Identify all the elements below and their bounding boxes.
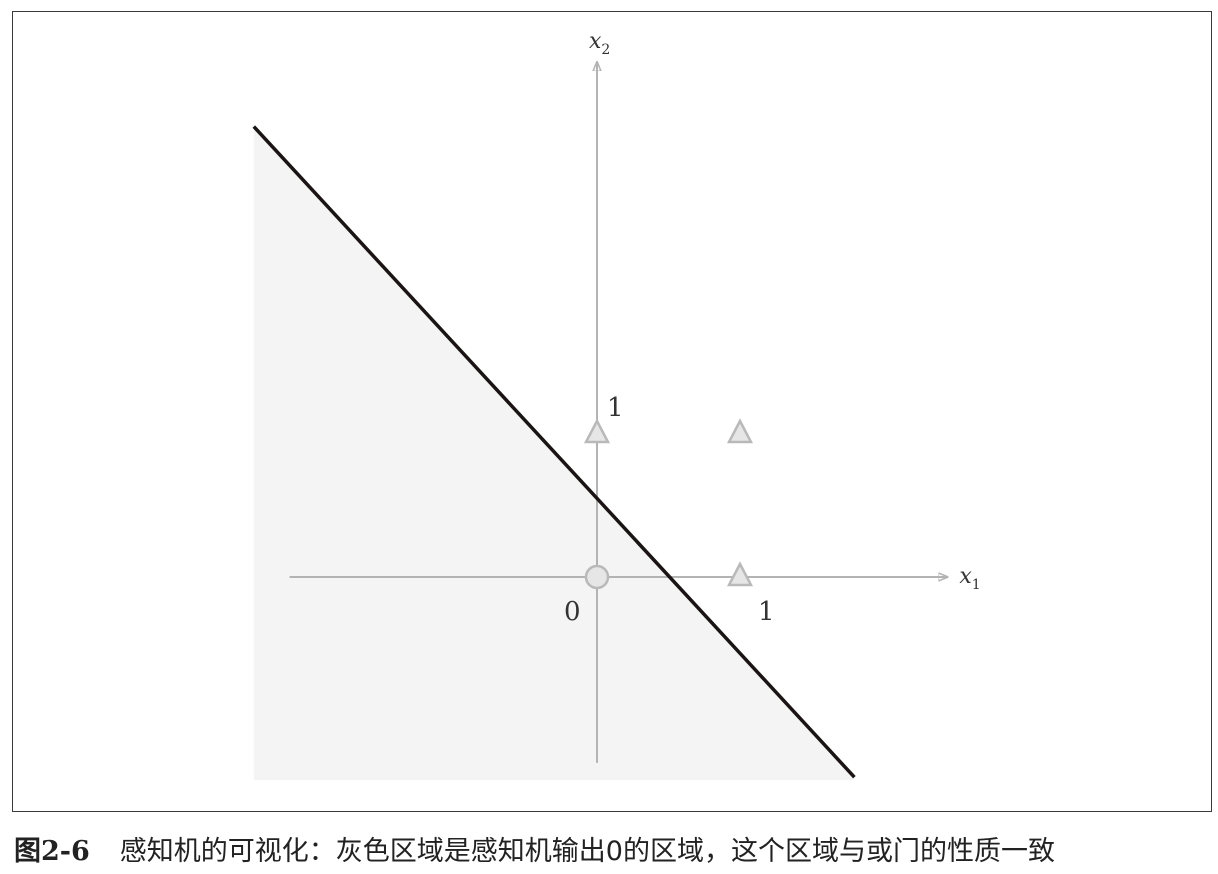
- figure-number: 图2-6: [14, 836, 90, 867]
- x-axis-label-main: x: [959, 564, 972, 589]
- x-axis-label-subscript: 1: [972, 577, 981, 593]
- data-point-triangle-2: [583, 418, 611, 444]
- data-point-triangle-3: [726, 418, 754, 444]
- decision-boundary-line: [252, 125, 856, 779]
- caption-text: 感知机的可视化：灰色区域是感知机输出0的区域，这个区域与或门的性质一致: [119, 836, 1055, 867]
- figure-frame: x1 x2 0 1 1: [12, 11, 1212, 812]
- y-axis-label-main: x: [589, 29, 602, 54]
- y-tick-label-1: 1: [607, 393, 624, 423]
- figure-caption: 图2-6 感知机的可视化：灰色区域是感知机输出0的区域，这个区域与或门的性质一致: [14, 832, 1055, 872]
- data-point-triangle-1: [726, 561, 754, 587]
- data-point-circle-0: [584, 564, 610, 590]
- y-axis-label: x2: [589, 29, 610, 58]
- y-axis-label-subscript: 2: [601, 42, 610, 58]
- x-tick-label-1: 1: [758, 597, 775, 627]
- x-axis-label: x1: [959, 564, 980, 593]
- perceptron-plot: x1 x2 0 1 1: [252, 29, 981, 781]
- origin-tick-label: 0: [564, 597, 581, 627]
- data-points: [583, 418, 754, 590]
